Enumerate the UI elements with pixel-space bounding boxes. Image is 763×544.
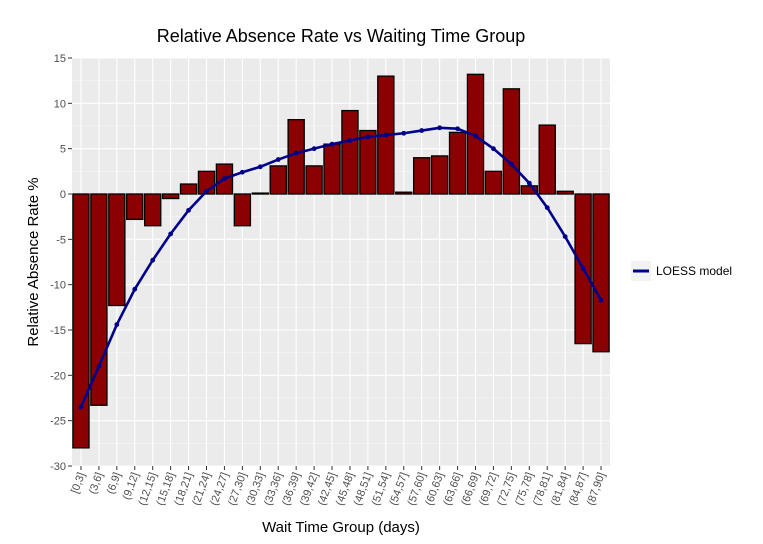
loess-point: [437, 125, 443, 131]
bar: [287, 119, 305, 195]
loess-point: [311, 146, 317, 152]
bar: [359, 129, 377, 195]
bar: [305, 165, 323, 195]
loess-point: [186, 207, 191, 213]
bar: [143, 193, 162, 227]
loess-point: [347, 138, 353, 143]
bar: [430, 155, 449, 195]
bar: [502, 88, 521, 195]
loess-point: [275, 157, 281, 162]
x-axis: [0,3] (3,6] (6,9](9,12](12,15](15,18](18,2…: [69, 466, 608, 507]
bar: [520, 185, 539, 195]
loess-point: [526, 180, 532, 186]
y-tick-label: -10: [50, 280, 66, 292]
loess-point: [365, 134, 371, 140]
y-tick-label: 15: [54, 53, 66, 65]
loess-series: [78, 125, 604, 410]
x-tick-label: [0,3]: [69, 471, 88, 495]
loess-point: [419, 128, 425, 133]
bar: [448, 131, 467, 195]
bar: [72, 193, 90, 449]
bars: [72, 73, 610, 449]
grid-minor: [72, 80, 610, 444]
bar: [592, 193, 610, 353]
loess-point: [580, 265, 586, 271]
loess-point: [562, 234, 568, 240]
loess-point: [132, 286, 138, 292]
bar: [251, 192, 270, 195]
bar: [341, 109, 359, 195]
y-tick-label: -15: [50, 325, 66, 337]
loess-point: [455, 126, 460, 132]
loess-point: [544, 205, 550, 211]
bar: [556, 190, 574, 195]
loess-point: [508, 161, 514, 167]
y-tick-label: -30: [50, 461, 66, 473]
y-tick-label: -25: [50, 416, 66, 428]
bar: [161, 193, 180, 200]
loess-point: [239, 169, 245, 175]
y-axis-title: Relative Absence Rate %: [25, 177, 42, 346]
y-axis: -30 -25 -20 -15 -10 -5 0 5 10 15: [50, 53, 72, 473]
legend: LOESS model: [631, 261, 732, 281]
loess-point: [401, 130, 407, 136]
loess-point: [114, 322, 120, 327]
loess-point: [491, 146, 496, 152]
bar: [108, 193, 126, 307]
y-tick-label: -20: [50, 370, 66, 382]
loess-point: [257, 164, 263, 170]
bar: [484, 170, 503, 195]
bar: [179, 183, 198, 195]
bar: [538, 124, 556, 195]
loess-point: [150, 257, 156, 263]
x-axis-title: Wait Time Group (days): [262, 519, 420, 536]
bar: [90, 193, 108, 406]
loess-point: [78, 404, 84, 410]
bar: [395, 191, 413, 195]
x-tick-label: (3,6]: [87, 471, 106, 496]
loess-point: [222, 176, 227, 181]
y-tick-label: 5: [60, 144, 66, 156]
bar: [269, 165, 287, 195]
loess-point: [204, 188, 209, 194]
loess-point: [598, 297, 604, 303]
bar: [126, 193, 144, 221]
loess-line: [79, 126, 603, 409]
loess-point: [473, 133, 478, 139]
y-tick-label: 0: [60, 189, 66, 201]
y-tick-label: -5: [56, 234, 66, 246]
loess-point: [96, 363, 102, 369]
loess-point: [293, 150, 299, 156]
bar: [323, 143, 341, 195]
bar: [233, 193, 252, 227]
chart-title: Relative Absence Rate vs Waiting Time Gr…: [157, 26, 526, 46]
loess-point: [168, 231, 174, 237]
loess-point: [329, 141, 335, 147]
legend-label-loess: LOESS model: [656, 264, 732, 278]
y-tick-label: 10: [54, 98, 66, 110]
x-tick-label: (6,9]: [105, 471, 124, 496]
loess-point: [383, 132, 389, 138]
bar: [412, 157, 431, 195]
